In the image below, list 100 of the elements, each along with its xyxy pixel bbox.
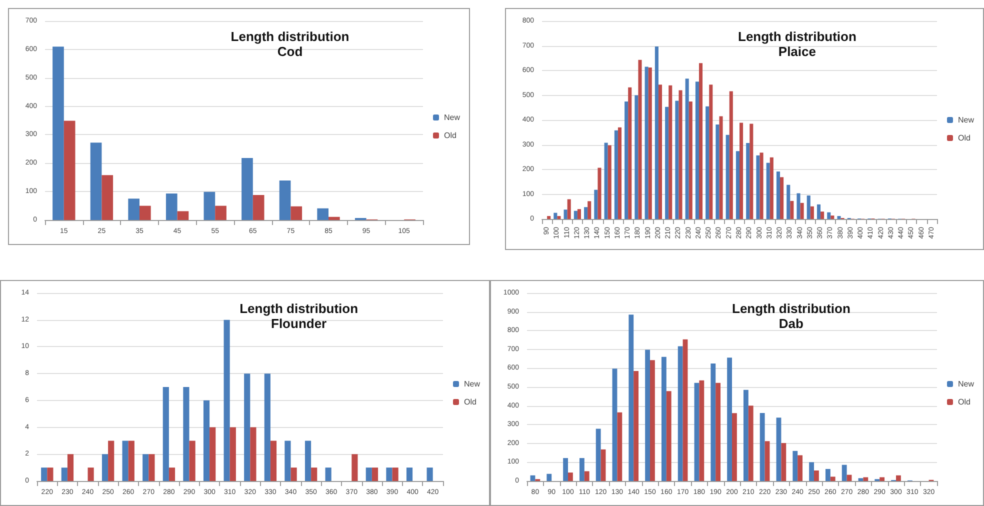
bar xyxy=(732,413,737,481)
bar xyxy=(102,454,108,481)
bar xyxy=(568,472,573,481)
bar xyxy=(168,468,176,481)
bar xyxy=(596,428,601,481)
bar xyxy=(661,356,666,481)
text: Length distribution xyxy=(732,301,850,316)
bar xyxy=(352,454,358,481)
bar xyxy=(760,412,765,481)
bar xyxy=(189,440,196,481)
bar xyxy=(726,134,730,219)
bar xyxy=(563,458,568,481)
bar xyxy=(372,468,378,481)
bar xyxy=(716,382,721,481)
bar xyxy=(244,374,250,481)
bar xyxy=(128,198,140,220)
bar xyxy=(122,440,128,481)
bar xyxy=(842,464,847,481)
bar xyxy=(567,199,571,219)
bar xyxy=(748,406,754,481)
bar xyxy=(770,157,774,219)
bar xyxy=(142,454,149,481)
text: Dab xyxy=(778,316,804,331)
bar xyxy=(706,106,710,219)
bar xyxy=(64,120,76,220)
bar xyxy=(837,216,841,219)
bar xyxy=(628,314,634,481)
bar xyxy=(108,440,114,481)
bar xyxy=(140,206,151,220)
bar xyxy=(67,454,74,481)
bar xyxy=(740,122,744,219)
bar xyxy=(584,471,590,481)
bar xyxy=(203,400,210,481)
bar xyxy=(317,208,328,220)
bar xyxy=(645,350,650,481)
bar xyxy=(577,209,581,219)
legend-label: New xyxy=(958,380,974,388)
bar xyxy=(719,116,723,219)
bar xyxy=(204,192,216,220)
bar xyxy=(858,478,864,481)
bar xyxy=(325,468,332,481)
bar xyxy=(800,202,804,219)
bar xyxy=(290,468,297,481)
bar xyxy=(250,427,256,481)
bar xyxy=(827,212,831,219)
bar xyxy=(710,364,716,481)
bar xyxy=(392,468,398,481)
text: Cod xyxy=(277,44,303,59)
bar xyxy=(600,449,606,481)
bar xyxy=(809,462,814,481)
bar xyxy=(727,358,732,481)
bar xyxy=(617,412,622,481)
bar xyxy=(618,127,622,219)
bar xyxy=(678,90,682,219)
bar xyxy=(598,168,602,219)
legend-label: New xyxy=(958,116,974,124)
text: Plaice xyxy=(778,44,816,59)
bar xyxy=(328,216,340,220)
bar xyxy=(366,468,372,481)
bar xyxy=(612,368,618,481)
bar xyxy=(694,382,700,481)
bar xyxy=(224,320,230,481)
bar xyxy=(177,211,189,220)
bar xyxy=(816,204,821,219)
bar xyxy=(750,124,754,219)
bar xyxy=(557,216,561,219)
legend-label: New xyxy=(444,113,460,122)
bar xyxy=(128,440,134,481)
bar xyxy=(786,184,790,219)
text: Length distribution xyxy=(240,301,358,316)
bar xyxy=(781,443,786,481)
bar xyxy=(547,216,551,219)
bar xyxy=(675,100,679,219)
bar xyxy=(896,475,901,481)
bar xyxy=(650,360,655,481)
bar xyxy=(766,162,770,219)
bar xyxy=(688,101,692,219)
bar xyxy=(52,46,64,220)
bar xyxy=(304,440,312,481)
bar xyxy=(810,206,814,219)
bar xyxy=(830,216,834,219)
bar xyxy=(756,155,760,219)
bar xyxy=(634,371,639,481)
bar xyxy=(814,470,819,481)
bar xyxy=(210,427,216,481)
bar xyxy=(242,158,253,220)
bar xyxy=(579,458,584,481)
legend-label: Old xyxy=(958,398,970,406)
bar xyxy=(284,440,291,481)
bar xyxy=(594,190,598,219)
bar xyxy=(230,427,236,481)
bar xyxy=(806,195,810,219)
bar xyxy=(825,468,830,481)
bar xyxy=(61,468,68,481)
bar xyxy=(796,193,800,219)
bar xyxy=(148,454,155,481)
bar xyxy=(695,82,699,219)
bar xyxy=(264,374,270,481)
bar xyxy=(668,85,672,219)
bar xyxy=(699,380,704,481)
